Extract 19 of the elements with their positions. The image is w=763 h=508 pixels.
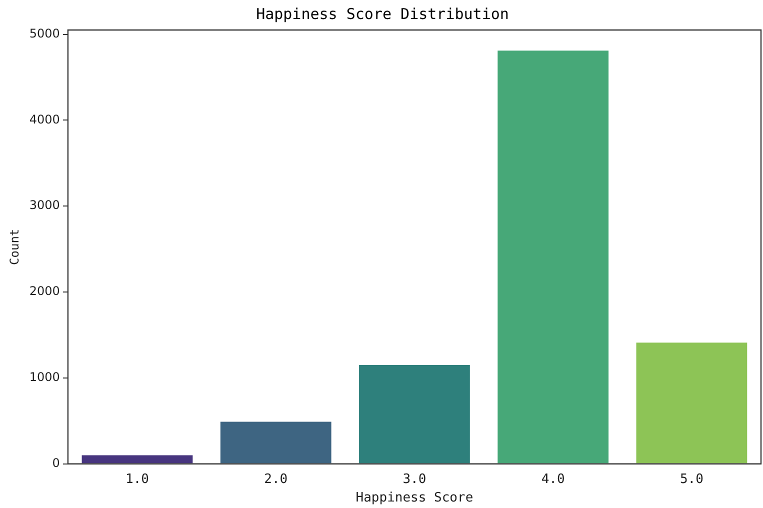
y-tick-label: 4000 xyxy=(29,112,60,126)
x-tick-label: 5.0 xyxy=(680,472,704,487)
y-tick-label: 3000 xyxy=(29,198,60,212)
y-tick-label: 2000 xyxy=(29,284,60,298)
bar xyxy=(636,342,748,464)
bar xyxy=(220,422,332,464)
y-tick-label: 1000 xyxy=(29,370,60,384)
x-tick-label: 1.0 xyxy=(126,472,149,487)
x-axis-title: Happiness Score xyxy=(356,490,474,506)
y-axis-title: Count xyxy=(7,228,22,265)
bar xyxy=(498,50,609,464)
chart-title: Happiness Score Distribution xyxy=(256,4,509,23)
bar xyxy=(82,455,193,464)
bar xyxy=(359,365,470,464)
y-tick-label: 5000 xyxy=(29,26,60,40)
y-tick-label: 0 xyxy=(52,456,60,470)
x-tick-label: 3.0 xyxy=(402,472,426,487)
x-tick-label: 4.0 xyxy=(541,472,565,487)
x-tick-label: 2.0 xyxy=(264,472,288,487)
